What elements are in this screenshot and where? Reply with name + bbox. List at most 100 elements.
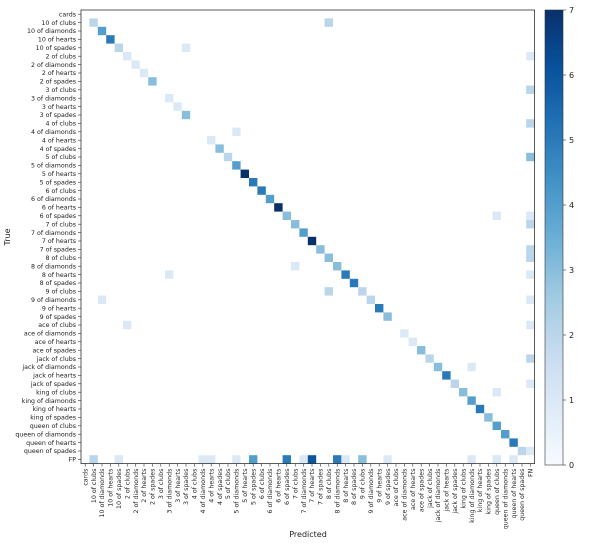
x-tick-label: king of spades <box>486 469 493 515</box>
colorbar-tick-label: 6 <box>569 71 574 80</box>
x-tick-label: 4 of hearts <box>208 469 215 503</box>
heatmap-cell <box>123 320 132 330</box>
y-tick-label: 4 of diamonds <box>31 129 76 136</box>
y-tick-label: queen of hearts <box>26 440 76 447</box>
heatmap-cell <box>333 455 342 464</box>
x-axis-label: Predicted <box>289 530 327 539</box>
y-tick-label: 8 of hearts <box>42 272 76 279</box>
heatmap-cell <box>232 455 241 464</box>
x-tick-label: 5 of hearts <box>242 469 249 503</box>
heatmap-cell <box>366 295 375 304</box>
heatmap-cell <box>165 270 174 279</box>
heatmap-cell <box>223 152 233 162</box>
y-tick-label: jack of hearts <box>32 373 76 380</box>
heatmap-cell <box>526 379 535 388</box>
x-tick-label: king of hearts <box>477 469 484 513</box>
heatmap-cell <box>274 203 283 212</box>
y-tick-label: 7 of hearts <box>42 238 76 245</box>
heatmap-cell <box>249 455 258 464</box>
x-tick-label: 5 of clubs <box>225 469 232 500</box>
heatmap-cell <box>526 320 535 330</box>
heatmap-cell <box>291 220 300 229</box>
y-tick-label: queen of clubs <box>30 423 76 430</box>
y-tick-label: 9 of spades <box>40 314 76 321</box>
heatmap-cell <box>526 253 535 262</box>
y-tick-label: 8 of spades <box>40 280 76 287</box>
x-tick-label: 6 of clubs <box>259 469 266 500</box>
heatmap-cell <box>501 430 510 439</box>
heatmap-cell <box>282 455 291 464</box>
heatmap-cell <box>492 211 501 220</box>
heatmap-cell <box>249 178 258 187</box>
y-tick-label: jack of clubs <box>36 356 76 363</box>
heatmap-cell <box>181 43 191 52</box>
x-tick-label: 8 of diamonds <box>334 469 341 514</box>
heatmap-cell <box>324 18 333 27</box>
heatmap-cell <box>257 186 266 195</box>
x-tick-label: 2 of clubs <box>124 469 131 500</box>
x-tick-label: 9 of diamonds <box>368 469 375 514</box>
y-tick-label: 3 of diamonds <box>31 95 76 102</box>
heatmap-cell <box>484 413 493 422</box>
heatmap-cell <box>341 270 350 279</box>
y-tick-label: cards <box>59 11 76 18</box>
y-tick-label: 10 of spades <box>36 45 76 52</box>
x-tick-label: 9 of clubs <box>360 469 367 500</box>
heatmap-cell <box>492 421 501 430</box>
x-tick-label: queen of spades <box>519 469 526 521</box>
y-tick-label: 2 of spades <box>40 79 76 86</box>
heatmap-cell <box>526 354 535 363</box>
heatmap-cell <box>408 337 417 346</box>
y-tick-label: 5 of diamonds <box>31 163 76 170</box>
heatmap-cell <box>442 371 451 380</box>
heatmap-cell <box>307 236 317 246</box>
y-tick-label: 7 of diamonds <box>31 230 76 237</box>
y-tick-label: queen of spades <box>24 448 76 455</box>
y-tick-label: 9 of diamonds <box>31 297 76 304</box>
heatmap-cell <box>526 85 535 94</box>
heatmap-cell <box>509 455 518 464</box>
y-tick-label: 4 of hearts <box>42 137 76 144</box>
x-tick-label: 7 of clubs <box>292 469 299 500</box>
x-tick-label: king of diamonds <box>469 469 476 523</box>
x-tick-label: 7 of hearts <box>309 469 316 503</box>
x-tick-label: 6 of diamonds <box>267 469 274 514</box>
x-tick-label: 3 of spades <box>183 469 190 505</box>
heatmap-cell <box>89 18 98 27</box>
x-tick-label: 5 of diamonds <box>234 469 241 514</box>
y-tick-label: 7 of spades <box>40 247 76 254</box>
y-tick-label: 8 of clubs <box>45 255 76 262</box>
x-tick-label: 3 of hearts <box>175 469 182 503</box>
y-tick-label: 4 of spades <box>40 146 76 153</box>
heatmap-cell <box>282 211 291 220</box>
heatmap-cell <box>324 287 333 296</box>
x-tick-label: 10 of clubs <box>91 469 98 504</box>
heatmap-cell <box>358 287 367 296</box>
heatmap-cell <box>526 295 535 304</box>
colorbar-tick-label: 4 <box>569 201 574 210</box>
y-tick-label: king of hearts <box>32 406 76 413</box>
heatmap-cell <box>526 270 535 279</box>
y-tick-label: jack of diamonds <box>21 364 76 371</box>
heatmap-cell <box>450 379 459 388</box>
heatmap-cell <box>526 446 535 456</box>
heatmap-cell <box>492 455 501 464</box>
heatmap-cell <box>106 35 115 44</box>
colorbar <box>544 9 564 466</box>
plot-frame <box>80 9 536 465</box>
heatmap-cell <box>459 388 468 397</box>
y-tick-label: 5 of spades <box>40 179 76 186</box>
y-tick-label: 2 of clubs <box>45 53 76 60</box>
x-tick-labels: cards 10 of clubs 10 of diamonds 10 of hear… <box>82 463 535 529</box>
x-tick-label: 10 of spades <box>116 469 123 509</box>
heatmap-cell <box>526 211 535 220</box>
y-tick-label: 8 of diamonds <box>31 263 76 270</box>
heatmap-cell <box>492 388 501 397</box>
y-tick-label: 3 of clubs <box>45 87 76 94</box>
heatmap-cell <box>114 43 123 52</box>
y-tick-label: ace of spades <box>32 347 76 354</box>
x-tick-label: 4 of diamonds <box>200 469 207 514</box>
heatmap-cells <box>89 18 535 464</box>
